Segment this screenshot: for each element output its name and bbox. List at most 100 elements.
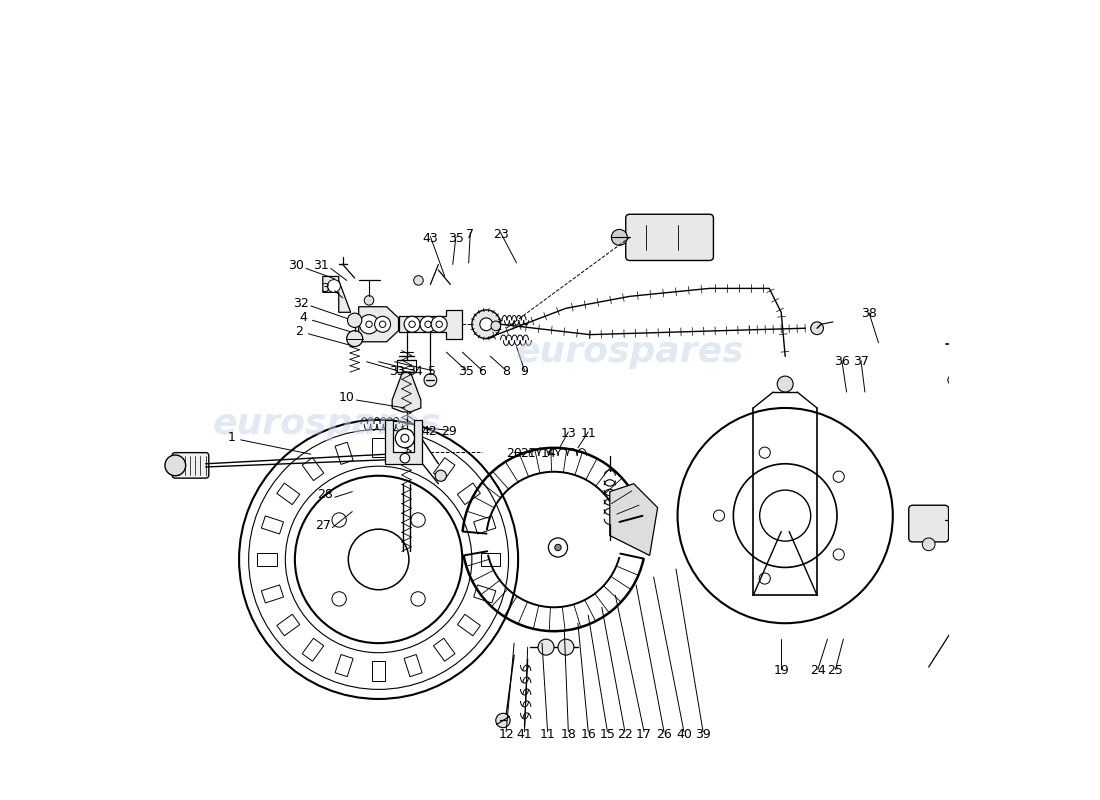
Circle shape [491, 321, 501, 330]
Circle shape [395, 429, 415, 448]
Polygon shape [481, 553, 499, 566]
Text: 12: 12 [498, 728, 514, 742]
Text: 34: 34 [407, 366, 422, 378]
Text: 2: 2 [295, 325, 302, 338]
Polygon shape [302, 458, 323, 481]
Circle shape [759, 573, 770, 584]
Circle shape [922, 538, 935, 550]
Circle shape [420, 316, 436, 332]
Text: 9: 9 [520, 366, 528, 378]
Polygon shape [277, 483, 300, 505]
Circle shape [612, 230, 627, 246]
Polygon shape [474, 516, 496, 534]
Text: 31: 31 [314, 259, 329, 273]
Text: 7: 7 [466, 227, 474, 241]
Text: 17: 17 [636, 728, 652, 742]
FancyBboxPatch shape [626, 214, 714, 261]
Circle shape [364, 295, 374, 305]
Text: 27: 27 [315, 518, 331, 531]
Polygon shape [336, 442, 353, 464]
Polygon shape [257, 553, 276, 566]
Text: 14: 14 [540, 446, 557, 460]
Circle shape [833, 549, 845, 560]
Text: 5: 5 [428, 366, 436, 378]
Polygon shape [372, 438, 385, 458]
Text: 35: 35 [448, 231, 464, 245]
Circle shape [165, 455, 186, 476]
Text: 4: 4 [299, 311, 307, 324]
Text: 39: 39 [695, 728, 711, 742]
Polygon shape [474, 585, 496, 603]
Polygon shape [302, 638, 323, 662]
Text: 37: 37 [852, 355, 869, 368]
Circle shape [375, 316, 390, 332]
Circle shape [472, 310, 500, 338]
Text: 6: 6 [478, 366, 486, 378]
FancyBboxPatch shape [978, 353, 1003, 370]
Circle shape [966, 375, 975, 385]
Circle shape [538, 639, 554, 655]
Circle shape [328, 280, 340, 292]
Text: 26: 26 [656, 728, 672, 742]
Polygon shape [404, 654, 422, 677]
Text: 36: 36 [834, 355, 849, 368]
Polygon shape [404, 442, 422, 464]
Text: 25: 25 [827, 665, 844, 678]
Circle shape [833, 471, 845, 482]
Circle shape [962, 630, 975, 641]
Polygon shape [458, 614, 481, 636]
Text: 41: 41 [517, 728, 532, 742]
Text: 29: 29 [441, 426, 456, 438]
Circle shape [400, 454, 409, 463]
Circle shape [554, 544, 561, 550]
Text: 11: 11 [540, 728, 556, 742]
Polygon shape [262, 516, 284, 534]
Text: 43: 43 [422, 231, 438, 245]
Circle shape [436, 470, 447, 482]
Circle shape [346, 330, 363, 346]
Text: 15: 15 [600, 728, 615, 742]
Polygon shape [433, 458, 455, 481]
Circle shape [549, 538, 568, 557]
Polygon shape [277, 614, 300, 636]
Polygon shape [609, 484, 658, 555]
Text: 21: 21 [520, 446, 537, 460]
Polygon shape [322, 277, 351, 312]
Text: 13: 13 [561, 427, 576, 440]
Circle shape [360, 314, 378, 334]
Text: 28: 28 [317, 488, 333, 502]
Text: eurospares: eurospares [516, 335, 744, 369]
Polygon shape [433, 638, 455, 662]
Polygon shape [398, 310, 462, 338]
Circle shape [496, 714, 510, 728]
Circle shape [778, 376, 793, 392]
Text: 10: 10 [339, 391, 354, 404]
Text: 19: 19 [773, 665, 789, 678]
Text: 33: 33 [389, 366, 405, 378]
Text: 42: 42 [421, 426, 437, 438]
Circle shape [348, 313, 362, 327]
Text: 22: 22 [617, 728, 632, 742]
Text: 20: 20 [506, 446, 522, 460]
Circle shape [948, 375, 957, 385]
Polygon shape [359, 306, 398, 342]
Text: 16: 16 [581, 728, 596, 742]
Circle shape [404, 316, 420, 332]
Text: 32: 32 [294, 297, 309, 310]
Circle shape [811, 322, 824, 334]
Circle shape [714, 510, 725, 521]
Text: 35: 35 [459, 366, 474, 378]
Text: 1: 1 [228, 431, 235, 444]
Text: eurospares: eurospares [212, 407, 441, 441]
Polygon shape [262, 585, 284, 603]
Text: 23: 23 [493, 227, 508, 241]
FancyBboxPatch shape [909, 506, 948, 542]
Text: 3: 3 [321, 282, 329, 294]
Circle shape [424, 374, 437, 386]
FancyBboxPatch shape [172, 453, 209, 478]
Polygon shape [336, 654, 353, 677]
Polygon shape [372, 662, 385, 681]
Text: 24: 24 [810, 665, 826, 678]
Circle shape [480, 318, 493, 330]
Circle shape [558, 639, 574, 655]
